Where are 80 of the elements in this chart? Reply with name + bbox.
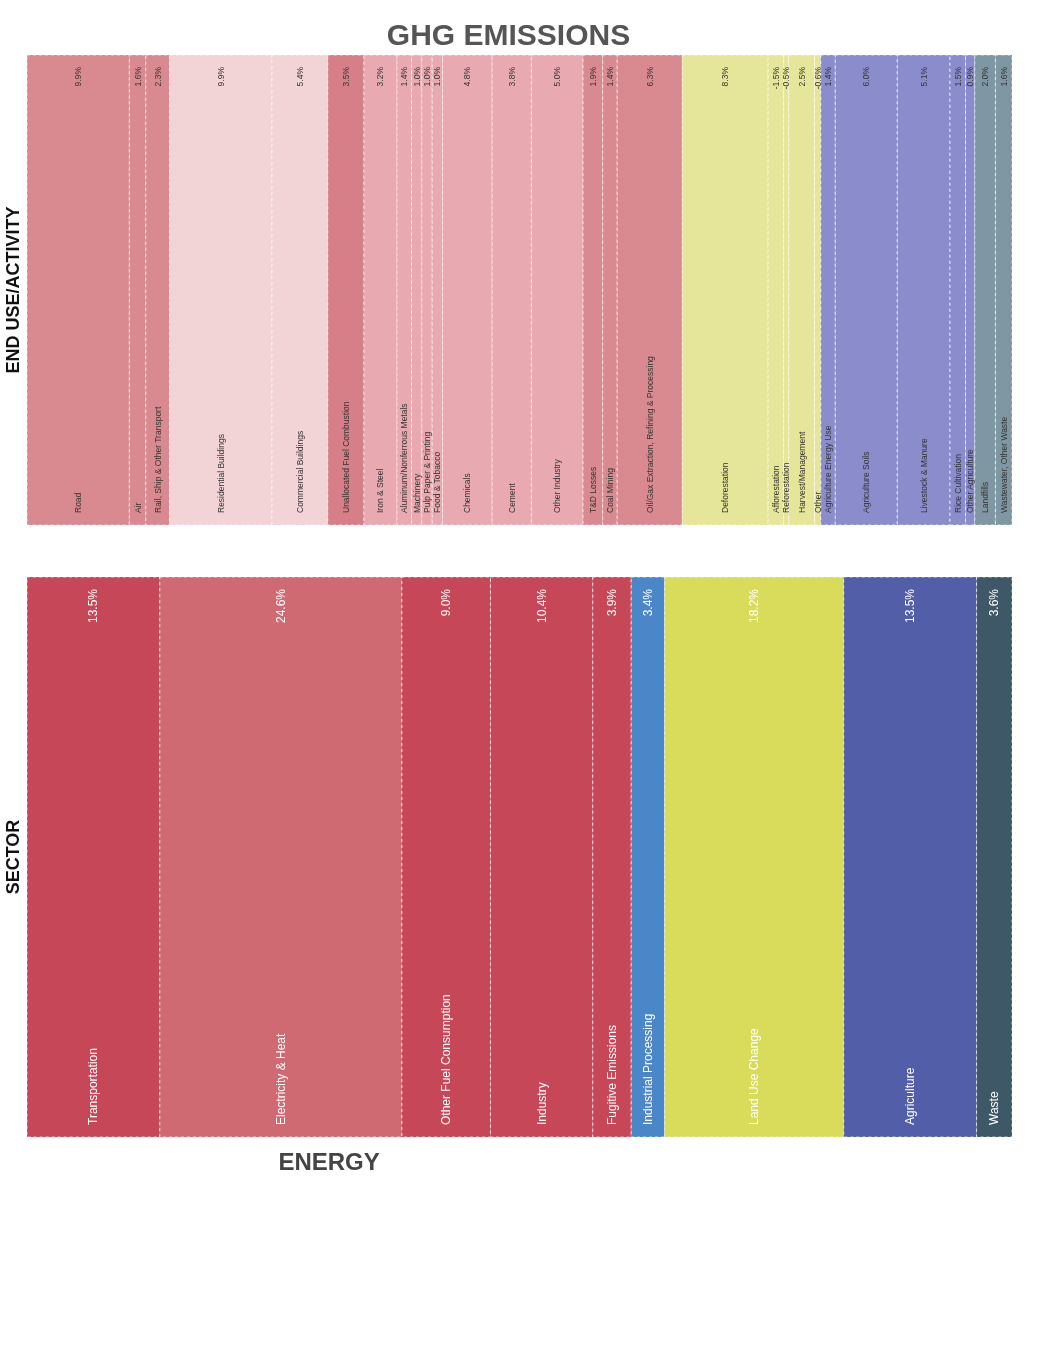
data-label: 13.5% (86, 588, 101, 624)
category-label: Rail, Ship & Other Transport (152, 406, 163, 513)
category-label: Residential Buildings (215, 434, 226, 513)
data-label: 1.6% (132, 66, 143, 87)
category-label: Chemicals (462, 473, 473, 513)
data-label: 1.0% (421, 66, 432, 87)
category-label: Pulp Paper & Printing (421, 431, 432, 513)
category-label: Agriculture (903, 1067, 918, 1125)
data-label: 1.4% (399, 66, 410, 87)
category-label: Landfills (980, 481, 991, 513)
data-label: 3.4% (640, 588, 655, 617)
data-label: 5.4% (294, 66, 305, 87)
category-label: Harvest/Management (796, 431, 807, 513)
category-label: Road (73, 492, 84, 513)
data-label: 4.8% (462, 66, 473, 87)
category-label: Iron & Steel (375, 468, 386, 513)
category-label: Agriculture Soils (861, 451, 872, 513)
data-label: 13.5% (903, 588, 918, 624)
category-label: Oil/Gax Extraction, Refining & Processing (644, 355, 655, 513)
category-label: Other Agriculture (965, 448, 976, 513)
category-label: Coal Mining (604, 467, 615, 513)
text: GHG EMISSIONS (386, 17, 631, 51)
category-label: Unallocated Fuel Combustion (340, 401, 351, 513)
data-label: 10.4% (534, 588, 549, 624)
data-label: 1.0% (432, 66, 443, 87)
category-label: Other (812, 491, 823, 513)
category-label: Electricity & Heat (273, 1032, 288, 1125)
data-label: 6.0% (861, 66, 872, 87)
data-label: 1.5% (952, 66, 963, 87)
data-label: 1.6% (998, 66, 1009, 87)
data-label: 5.1% (918, 66, 929, 87)
text: SECTOR (2, 819, 23, 895)
data-label: 8.3% (720, 66, 731, 87)
data-label: 3.8% (506, 66, 517, 87)
category-label: Livestock & Manure (918, 438, 929, 513)
category-label: Other Fuel Consumption (439, 994, 454, 1125)
category-label: Reforestation (781, 462, 792, 513)
category-label: Transportation (86, 1048, 101, 1125)
data-label: 9.9% (215, 66, 226, 87)
data-label: 5.0% (552, 66, 563, 87)
category-label: Afforestation (770, 465, 781, 513)
category-label: T&D Losses (587, 466, 598, 513)
data-label: -1.5% (770, 66, 781, 90)
data-label: 1.4% (604, 66, 615, 87)
category-label: Agriculture Energy Use (823, 425, 834, 513)
category-label: Rice Cultivation (952, 453, 963, 513)
data-label: 1.9% (587, 66, 598, 87)
data-label: 24.6% (273, 588, 288, 624)
category-label: Other Industry (552, 458, 563, 513)
data-label: 6.3% (644, 66, 655, 87)
text: ENERGY (278, 1148, 380, 1175)
category-label: Fugitive Emissions (605, 1024, 619, 1125)
data-label: 2.5% (796, 66, 807, 87)
category-label: Industry (534, 1082, 549, 1125)
data-label: 18.2% (747, 588, 762, 624)
data-label: 3.9% (605, 588, 619, 617)
category-label: Land Use Change (747, 1027, 762, 1125)
data-label: 1.0% (411, 66, 422, 87)
data-label: 9.0% (439, 588, 454, 617)
data-label: 9.9% (73, 66, 84, 87)
category-label: Machinery (411, 473, 422, 513)
data-label: 3.5% (340, 66, 351, 87)
data-label: 2.3% (152, 66, 163, 87)
category-label: Aluminum/Nonferrous Metals (399, 403, 410, 513)
category-label: Deforestation (720, 462, 731, 513)
category-label: Waste (987, 1091, 1002, 1125)
data-label: 0.9% (965, 66, 976, 87)
data-label: -0.5% (781, 66, 792, 90)
data-label: -0.6% (812, 66, 823, 90)
category-label: Air (132, 502, 143, 513)
data-label: 2.0% (980, 66, 991, 87)
category-label: Food & Tobacco (432, 451, 443, 513)
text: END USE/ACTIVITY (2, 206, 23, 374)
data-label: 3.2% (375, 66, 386, 87)
category-label: Industrial Processing (640, 1013, 655, 1125)
category-label: Cement (506, 482, 517, 513)
data-label: 1.4% (823, 66, 834, 87)
category-label: Wastewater, Other Waste (998, 416, 1009, 513)
data-label: 3.6% (987, 588, 1002, 617)
category-label: Commercial Buildings (294, 430, 305, 513)
